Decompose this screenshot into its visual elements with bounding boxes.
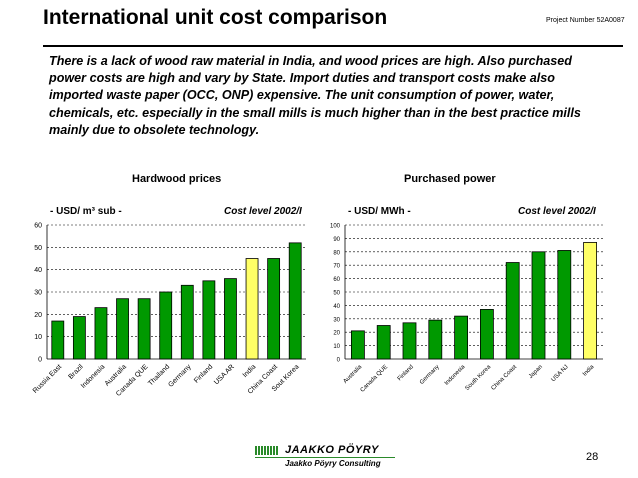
bar	[267, 258, 281, 360]
x-tick-label: Germany	[419, 364, 441, 386]
page-number: 28	[586, 451, 599, 463]
bar	[72, 316, 86, 360]
bar	[245, 258, 259, 360]
y-tick-label: 20	[333, 331, 340, 337]
y-tick-label: 10	[333, 344, 340, 350]
bar	[402, 322, 417, 360]
y-tick-label: 50	[34, 245, 42, 252]
y-tick-label: 0	[337, 358, 341, 364]
y-tick-label: 60	[333, 277, 340, 283]
y-tick-label: 10	[34, 334, 42, 341]
x-tick-label: China Coast	[491, 364, 519, 392]
bar	[116, 298, 129, 360]
y-tick-label: 50	[333, 291, 340, 297]
x-tick-label: South Korea	[464, 364, 492, 392]
y-tick-label: 70	[333, 264, 340, 270]
bar	[376, 325, 391, 360]
y-tick-label: 80	[333, 250, 340, 256]
logo-sub-text: Jaakko Pöyry Consulting	[285, 459, 381, 468]
y-tick-label: 90	[333, 237, 340, 243]
bar	[531, 251, 546, 360]
company-logo: JAAKKO PÖYRY Jaakko Pöyry Consulting	[255, 444, 395, 470]
bar	[505, 262, 520, 360]
x-tick-label: India	[582, 364, 596, 378]
x-tick-label: USA NJ	[551, 364, 570, 383]
bar	[159, 291, 173, 360]
bar	[202, 280, 216, 360]
bar	[479, 309, 494, 360]
x-tick-label: Canada QUE	[360, 364, 389, 393]
power-chart-title: Purchased power	[404, 173, 496, 185]
bar	[224, 278, 237, 360]
y-tick-label: 0	[38, 357, 42, 364]
logo-stripes-icon	[255, 446, 279, 455]
bar	[428, 319, 443, 360]
y-tick-label: 30	[333, 317, 340, 323]
y-tick-label: 20	[34, 312, 42, 319]
bar	[51, 320, 65, 360]
x-tick-label: Finland	[397, 364, 415, 382]
intro-paragraph: There is a lack of wood raw material in …	[49, 54, 581, 137]
power-unit-label: - USD/ MWh -	[348, 206, 411, 217]
x-tick-label: Australia	[343, 364, 364, 385]
x-tick-label: Indonesia	[444, 364, 467, 387]
bar	[137, 298, 151, 360]
bar	[180, 284, 194, 360]
bar	[454, 315, 469, 360]
x-tick-label: Japan	[528, 364, 544, 380]
logo-divider	[255, 457, 395, 458]
title-divider	[43, 45, 623, 47]
bar	[583, 242, 597, 360]
y-tick-label: 40	[34, 267, 42, 274]
y-tick-label: 30	[34, 290, 42, 297]
y-tick-label: 40	[333, 304, 340, 310]
project-number: Project Number 52A0087	[546, 17, 625, 24]
page-title: International unit cost comparison	[43, 6, 388, 29]
bar	[557, 250, 572, 360]
y-tick-label: 60	[34, 223, 42, 230]
bar	[288, 242, 302, 360]
hardwood-chart-title: Hardwood prices	[132, 173, 222, 185]
y-tick-label: 100	[330, 224, 341, 230]
hardwood-unit-label: - USD/ m³ sub -	[50, 206, 122, 217]
bar	[350, 330, 365, 360]
logo-main-text: JAAKKO PÖYRY	[285, 444, 379, 456]
hardwood-cost-level: Cost level 2002/I	[224, 206, 302, 217]
bar	[94, 307, 108, 360]
power-cost-level: Cost level 2002/I	[518, 206, 596, 217]
